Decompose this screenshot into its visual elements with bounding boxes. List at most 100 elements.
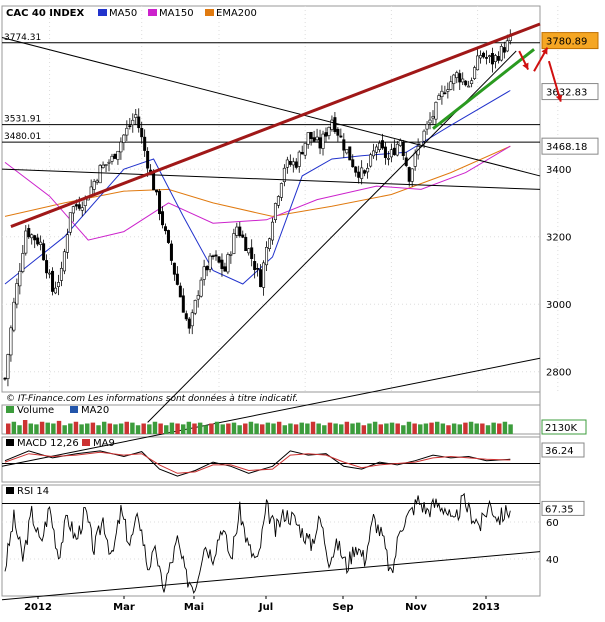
price-tag: 3632.83 <box>541 83 599 101</box>
volume-bar <box>378 424 383 434</box>
candle-body <box>62 251 66 272</box>
volume-bar <box>497 423 502 434</box>
candle-body <box>505 40 509 52</box>
rsi-line <box>4 492 511 594</box>
candle-body <box>324 132 328 137</box>
candle-body <box>339 135 343 138</box>
price-tag-box <box>541 137 599 155</box>
candle-body <box>253 261 257 270</box>
volume-bar <box>401 425 406 434</box>
candle-body <box>482 52 486 58</box>
volume-bar <box>367 423 372 434</box>
legend: MA50 MA150 EMA200 <box>98 8 257 19</box>
volume-bar <box>429 422 434 434</box>
x-tick-label: Nov <box>405 602 427 613</box>
candle-body <box>276 196 280 206</box>
candle-body <box>178 285 182 298</box>
candle-body <box>172 262 176 275</box>
volume-bar <box>141 423 146 434</box>
candle-body <box>443 92 447 95</box>
candle-body <box>425 123 429 130</box>
volume-bar <box>17 425 22 434</box>
price-tag-box <box>541 32 599 50</box>
candle-body <box>330 119 334 130</box>
legend-label-ma20: MA20 <box>81 405 109 416</box>
candle-body <box>137 116 141 129</box>
rsi-panel: 40 60 RSI 14 67.35 <box>1 486 585 601</box>
candle-body <box>413 152 417 167</box>
candle-body <box>458 73 462 83</box>
candle-body <box>208 255 212 270</box>
volume-bar <box>248 421 254 434</box>
trendline-1 <box>1 168 541 190</box>
volume-bar <box>90 422 96 434</box>
candle-body <box>92 181 96 190</box>
candle-body <box>473 67 477 79</box>
candle-body <box>279 183 283 198</box>
candle-body <box>59 268 63 281</box>
candle-body <box>407 167 411 182</box>
volume-bar <box>463 422 468 434</box>
candle-body <box>354 166 358 173</box>
macd-panel: MACD 12,26 MA9 36.24 <box>2 438 585 477</box>
candle-body <box>113 153 117 159</box>
volume-bar <box>434 421 440 434</box>
candle-body <box>490 53 494 65</box>
volume-bar <box>214 421 220 434</box>
index-title: CAC 40 INDEX <box>6 8 85 19</box>
volume-bar <box>197 422 203 434</box>
volume-bar <box>502 421 508 434</box>
candle-body <box>303 143 307 156</box>
volume-bar <box>271 423 276 434</box>
volume-bar <box>322 425 327 434</box>
candle-body <box>184 313 188 320</box>
legend-label-macd: MACD 12,26 <box>17 438 79 449</box>
volume-bar <box>22 420 28 434</box>
volume-bar <box>372 421 378 434</box>
legend-swatch-macd <box>6 439 14 446</box>
volume-bar <box>39 421 45 434</box>
volume-bar <box>316 423 321 434</box>
trendline-2 <box>1 357 541 467</box>
candle-body <box>74 204 78 207</box>
candle-body <box>476 55 480 71</box>
candle-body <box>315 136 319 141</box>
candle-body <box>125 127 129 136</box>
candle-body <box>285 159 289 168</box>
candle-body <box>140 128 144 138</box>
candle-body <box>247 248 251 254</box>
candle-body <box>273 203 277 221</box>
price-tick-label: 2800 <box>546 368 571 379</box>
candle-body <box>30 234 34 239</box>
candle-body <box>232 233 236 254</box>
volume-bar <box>220 424 225 434</box>
candle-body <box>27 228 31 238</box>
volume-bar <box>135 425 141 434</box>
volume-bar <box>130 422 135 434</box>
candle-body <box>369 154 373 167</box>
volume-bar <box>254 423 259 434</box>
candle-body <box>291 161 295 166</box>
volume-bar <box>327 422 333 434</box>
volume-bar <box>333 423 338 434</box>
candle-body <box>342 139 346 151</box>
volume-bar <box>68 423 73 434</box>
axis-labels: 2012 Mar Mai Jul Sep Nov 2013 <box>24 596 500 613</box>
candle-body <box>158 190 162 215</box>
candle-body <box>306 132 310 145</box>
candle-body <box>65 234 69 253</box>
legend-label-rsi: RSI 14 <box>17 486 49 497</box>
volume-bar <box>231 422 237 434</box>
legend-label-ma9: MA9 <box>93 438 115 449</box>
candle-body <box>360 167 364 179</box>
x-tick-label: Mai <box>184 602 204 613</box>
candle-body <box>202 266 206 280</box>
candle-body <box>48 272 52 275</box>
legend-swatch-ma20 <box>70 406 78 413</box>
candle-body <box>401 142 405 156</box>
panel-frames <box>1 5 541 597</box>
candle-body <box>499 46 503 61</box>
candle-body <box>199 279 203 297</box>
trendline-5 <box>432 48 535 130</box>
candle-body <box>80 207 84 211</box>
